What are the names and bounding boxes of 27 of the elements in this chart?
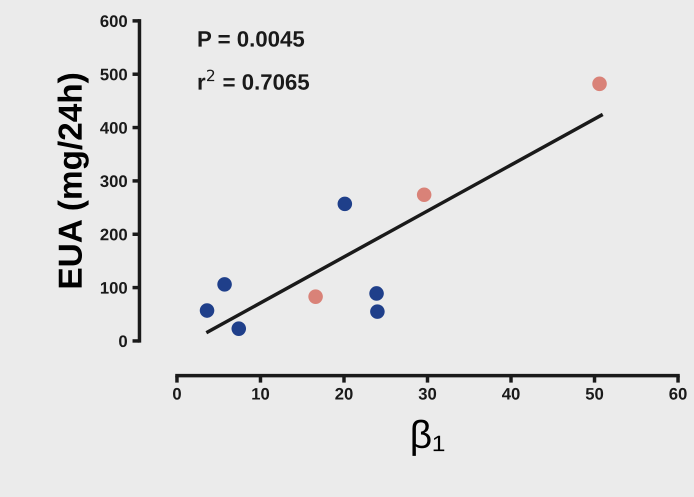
- point: [370, 304, 385, 319]
- x-tick-label: 50: [586, 388, 604, 400]
- x-tick-label: 10: [252, 388, 270, 400]
- annotation: P = 0.0045: [198, 31, 304, 47]
- y-axis-title: EUA (mg/24h): [58, 74, 89, 288]
- point: [308, 289, 323, 304]
- point: [200, 303, 214, 318]
- y-tick-label: 600: [100, 15, 127, 28]
- y-tick-label: 300: [100, 175, 127, 188]
- point: [416, 187, 432, 202]
- y-tick-label: 0: [119, 335, 127, 348]
- x-tick-label: 20: [335, 388, 353, 400]
- point: [338, 196, 352, 212]
- y-tick-label: 200: [100, 228, 127, 240]
- point: [369, 286, 384, 301]
- x-tick-label: 60: [669, 388, 687, 400]
- x-tick-label: 30: [418, 388, 436, 400]
- y-tick-label: 100: [100, 282, 127, 294]
- y-tick-label: 500: [100, 68, 127, 80]
- point: [217, 277, 232, 292]
- point: [231, 321, 246, 336]
- point: [592, 76, 607, 92]
- x-tick-label: 0: [172, 388, 181, 400]
- annotation: r$^{2}$ = 0.7065: [198, 70, 310, 90]
- y-tick-label: 400: [100, 122, 127, 134]
- x-tick-label: 40: [502, 388, 520, 400]
- x-axis-title: β₁: [412, 420, 444, 456]
